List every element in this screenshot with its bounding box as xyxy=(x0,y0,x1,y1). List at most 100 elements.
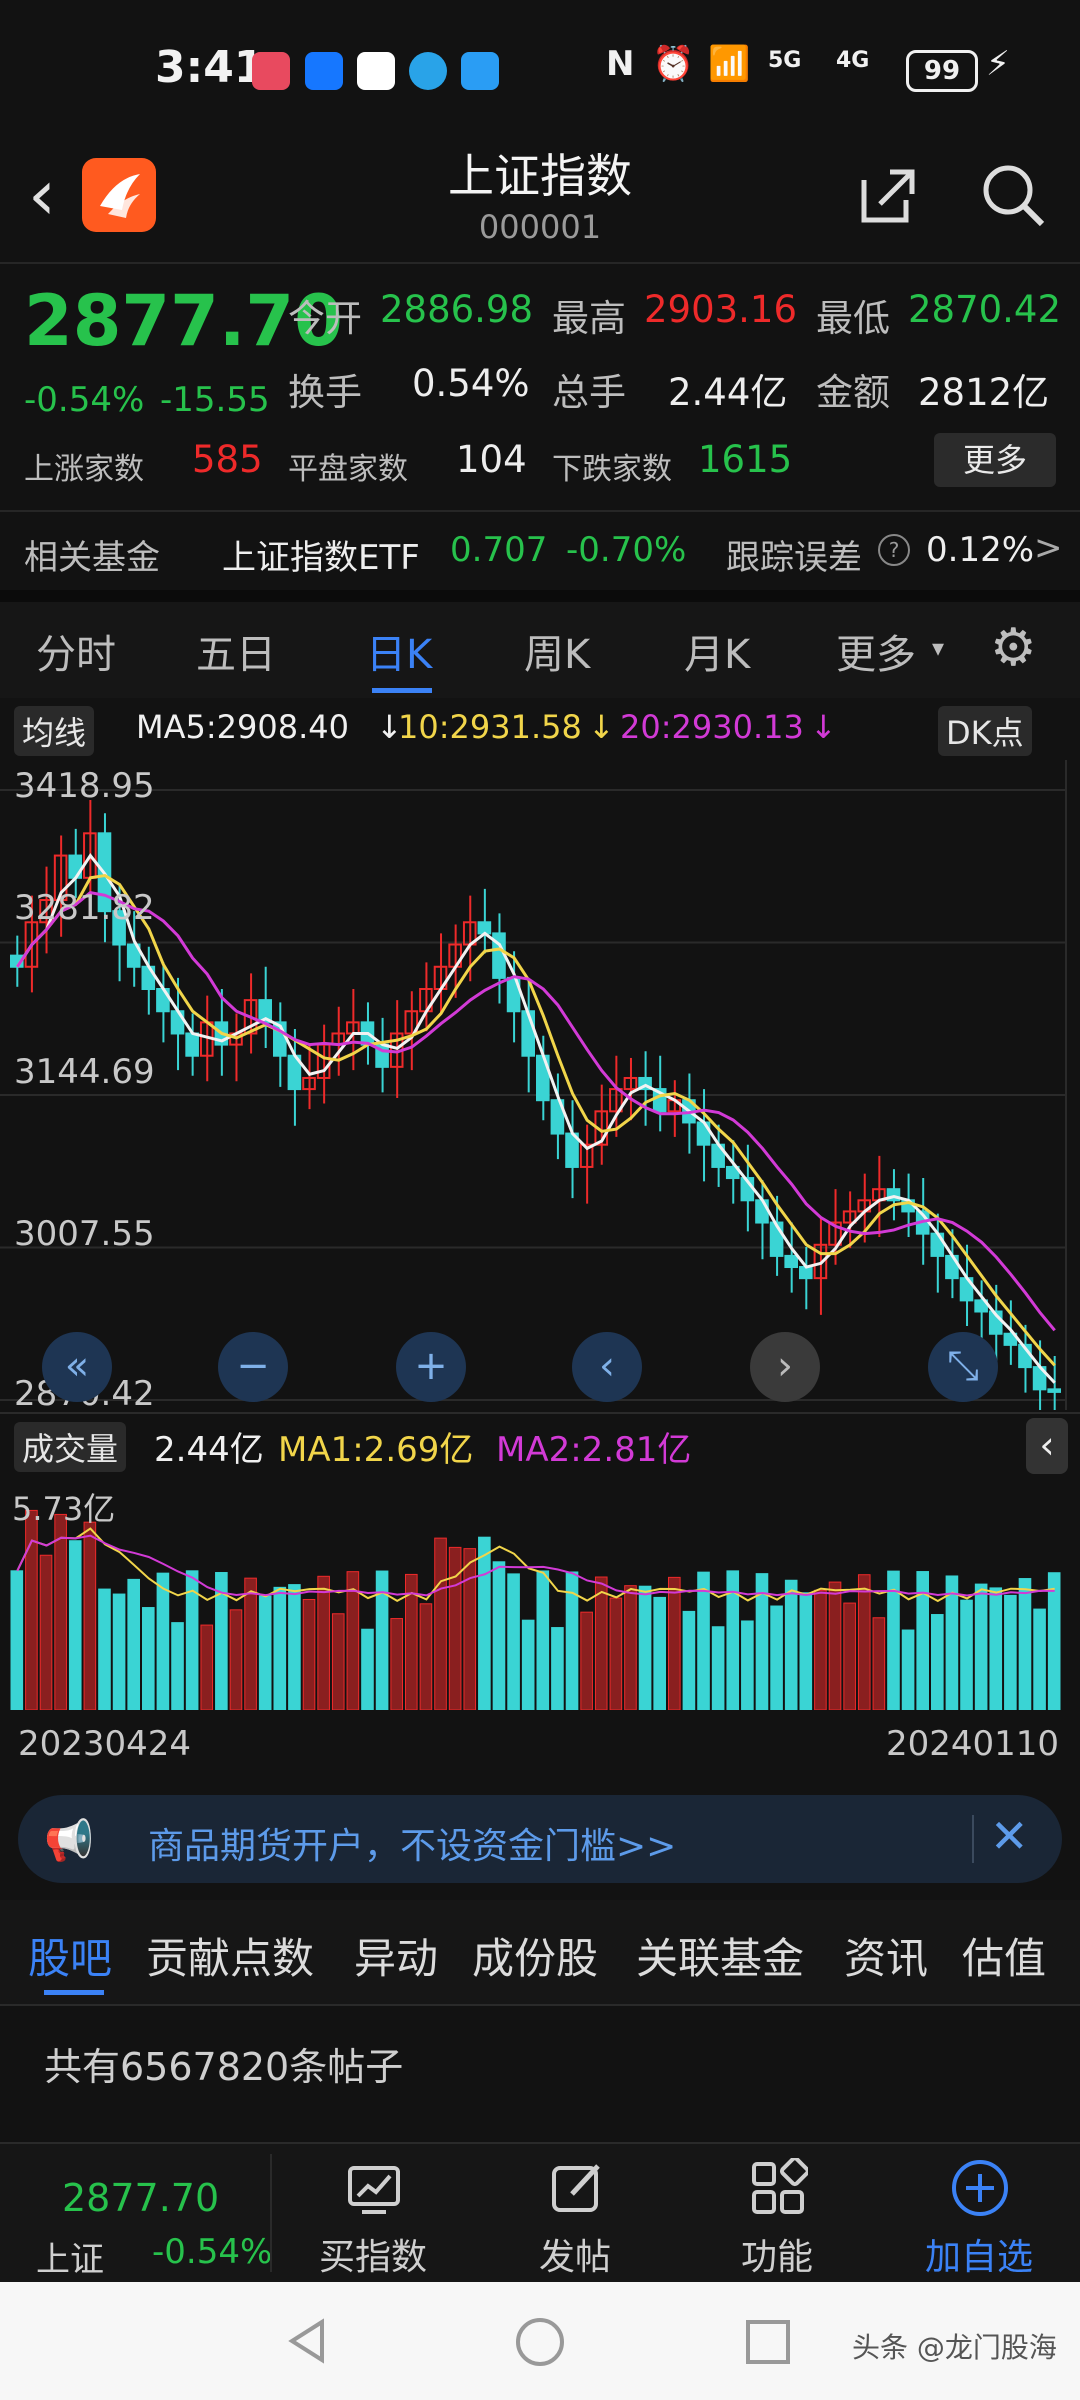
tab-related-funds[interactable]: 关联基金 xyxy=(636,1934,805,1983)
dk-point-button[interactable]: DK点 xyxy=(938,706,1032,756)
up-count: 585 xyxy=(192,438,263,481)
scroll-right-button[interactable]: › xyxy=(750,1332,820,1402)
recents-nav-icon[interactable] xyxy=(744,2318,792,2366)
scroll-start-button[interactable]: « xyxy=(42,1332,112,1402)
current-price: 2877.70 xyxy=(24,280,343,362)
volume-bar xyxy=(960,1599,973,1710)
ma20-value: 20:2930.13 xyxy=(620,708,804,746)
tab-monthly-k[interactable]: 月K xyxy=(684,632,751,678)
arrow-down-icon: ↓ xyxy=(588,708,615,746)
tab-more[interactable]: 更多 xyxy=(836,632,916,678)
arrow-down-icon: ↓ xyxy=(376,708,403,746)
volume-bar xyxy=(931,1614,944,1710)
ma-selector[interactable]: 均线 xyxy=(14,706,95,756)
volume-selector[interactable]: 成交量 xyxy=(14,1422,127,1472)
app-logo-icon xyxy=(82,158,156,232)
tab-movement[interactable]: 异动 xyxy=(354,1934,439,1983)
volume-max-label: 5.73亿 xyxy=(12,1490,116,1528)
page-title: 上证指数 xyxy=(448,149,632,203)
watermark: 头条 @龙门股海 xyxy=(852,2331,1057,2364)
active-tab-indicator xyxy=(372,688,432,693)
app-notification-icon xyxy=(252,52,290,90)
flat-count-label: 平盘家数 xyxy=(288,452,408,487)
back-button[interactable]: ‹ xyxy=(28,154,56,236)
fund-change: -0.70% xyxy=(566,530,687,570)
scroll-left-button[interactable]: ‹ xyxy=(572,1332,642,1402)
low-value: 2870.42 xyxy=(908,288,1062,331)
active-tab-indicator xyxy=(44,1990,104,1995)
tracking-error-value: 0.12% xyxy=(926,530,1035,570)
volume-bar xyxy=(302,1598,316,1710)
close-icon[interactable]: ✕ xyxy=(990,1809,1029,1863)
tab-contribution[interactable]: 贡献点数 xyxy=(146,1934,315,1983)
volume-bar xyxy=(405,1573,418,1710)
price-axis-label: 3418.95 xyxy=(14,766,155,806)
kline-chart[interactable] xyxy=(0,760,1080,1410)
volume-bar xyxy=(1033,1608,1046,1710)
volume-bar xyxy=(215,1572,228,1710)
zoom-in-button[interactable]: + xyxy=(396,1332,466,1402)
tab-news[interactable]: 资讯 xyxy=(844,1934,929,1983)
zoom-out-button[interactable]: − xyxy=(218,1332,288,1402)
volume-bar xyxy=(229,1609,243,1710)
fund-name: 上证指数ETF xyxy=(222,538,420,578)
candle-body xyxy=(39,899,53,924)
volume-bar xyxy=(142,1607,155,1710)
ad-banner[interactable]: 📢 商品期货开户，不设资金门槛>> ✕ xyxy=(18,1795,1062,1883)
megaphone-icon: 📢 xyxy=(44,1818,94,1864)
home-nav-icon[interactable] xyxy=(514,2316,566,2368)
fullscreen-icon[interactable]: ⤡ xyxy=(928,1332,998,1402)
collapse-panel-button[interactable]: ‹ xyxy=(1026,1418,1068,1474)
tab-intraday[interactable]: 分时 xyxy=(36,632,116,678)
volume-value: 2.44亿 xyxy=(668,371,788,414)
volume-bar xyxy=(317,1575,330,1710)
open-label: 今开 xyxy=(288,297,362,340)
tab-five-day[interactable]: 五日 xyxy=(196,632,276,678)
tab-constituents[interactable]: 成份股 xyxy=(472,1934,599,1983)
more-button[interactable]: 更多 xyxy=(934,433,1056,487)
back-nav-icon[interactable] xyxy=(282,2316,332,2366)
tab-weekly-k[interactable]: 周K xyxy=(524,632,591,678)
volume-bar xyxy=(726,1570,740,1710)
nav-buy-index[interactable]: 买指数 xyxy=(288,2144,458,2282)
fund-label: 相关基金 xyxy=(24,538,160,578)
down-count: 1615 xyxy=(698,438,793,481)
volume-bar xyxy=(258,1595,272,1710)
volume-bar xyxy=(536,1570,550,1710)
status-time: 3:41 xyxy=(155,42,265,93)
stock-code: 000001 xyxy=(478,208,602,246)
plus-circle-icon xyxy=(952,2160,1008,2216)
grid-icon xyxy=(752,2158,808,2214)
charging-icon: ⚡ xyxy=(986,44,1010,84)
down-count-label: 下跌家数 xyxy=(552,452,672,487)
nav-post[interactable]: 发帖 xyxy=(490,2144,660,2282)
tab-forum[interactable]: 股吧 xyxy=(28,1934,113,1983)
open-value: 2886.98 xyxy=(380,288,534,331)
volume-bar xyxy=(419,1603,433,1710)
settings-icon[interactable]: ⚙ xyxy=(990,618,1037,678)
help-icon[interactable]: ? xyxy=(878,534,910,566)
volume-bar xyxy=(594,1576,608,1710)
candle-body xyxy=(886,1188,901,1202)
search-icon[interactable] xyxy=(978,160,1048,230)
mini-quote[interactable]: 2877.70 上证 -0.54% xyxy=(0,2144,272,2282)
dropdown-icon: ▾ xyxy=(932,634,945,662)
nav-functions[interactable]: 功能 xyxy=(692,2144,862,2282)
arrow-down-icon: ↓ xyxy=(810,708,837,746)
nav-label: 发帖 xyxy=(538,2237,611,2278)
system-nav-bar: 头条 @龙门股海 xyxy=(0,2282,1080,2400)
volume-chart[interactable] xyxy=(0,1478,1080,1710)
related-fund-row[interactable]: 相关基金 上证指数ETF 0.707 -0.70% 跟踪误差 ? 0.12% > xyxy=(0,512,1080,588)
tab-daily-k[interactable]: 日K xyxy=(366,632,433,678)
volume-bar xyxy=(185,1570,199,1710)
volume-bar xyxy=(244,1577,257,1710)
candle-body xyxy=(477,921,492,935)
volume-bar xyxy=(799,1592,813,1710)
share-icon[interactable] xyxy=(852,160,922,230)
candle-body xyxy=(302,1076,316,1091)
tab-valuation[interactable]: 估值 xyxy=(962,1934,1047,1983)
nav-add-watchlist[interactable]: 加自选 xyxy=(894,2144,1064,2282)
flat-count: 104 xyxy=(456,438,527,481)
nav-label: 功能 xyxy=(740,2237,813,2278)
nav-label: 加自选 xyxy=(924,2237,1033,2278)
